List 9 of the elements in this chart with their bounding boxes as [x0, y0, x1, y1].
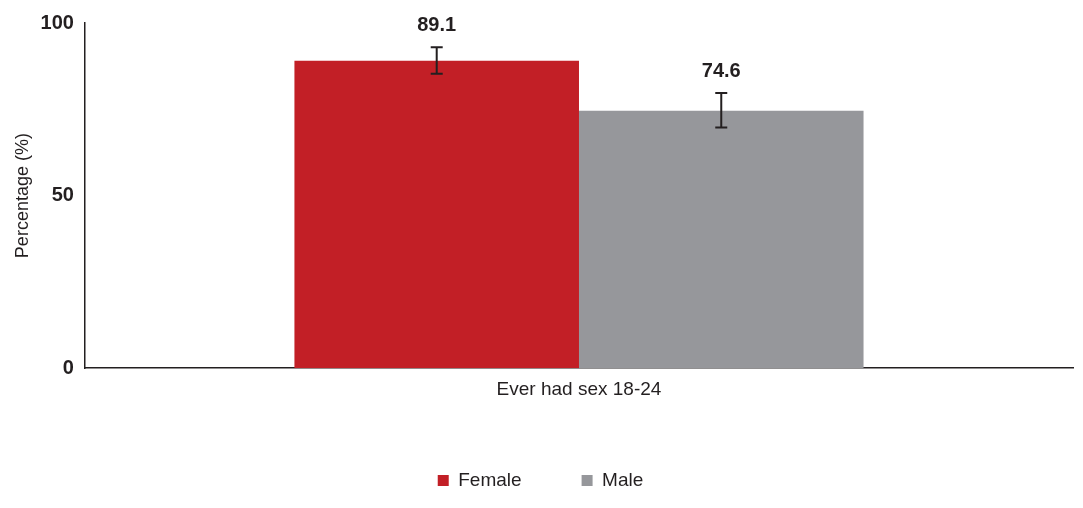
x-tick-label: Ever had sex 18-24: [496, 377, 662, 399]
legend-label: Male: [602, 468, 644, 490]
y-tick-label: 0: [62, 355, 74, 378]
data-label: 74.6: [701, 58, 741, 81]
y-tick-label: 50: [51, 183, 74, 206]
y-axis-title: Percentage (%): [11, 133, 32, 259]
data-label: 89.1: [417, 12, 457, 35]
y-tick-label: 100: [40, 10, 74, 33]
legend-label: Female: [458, 468, 522, 490]
